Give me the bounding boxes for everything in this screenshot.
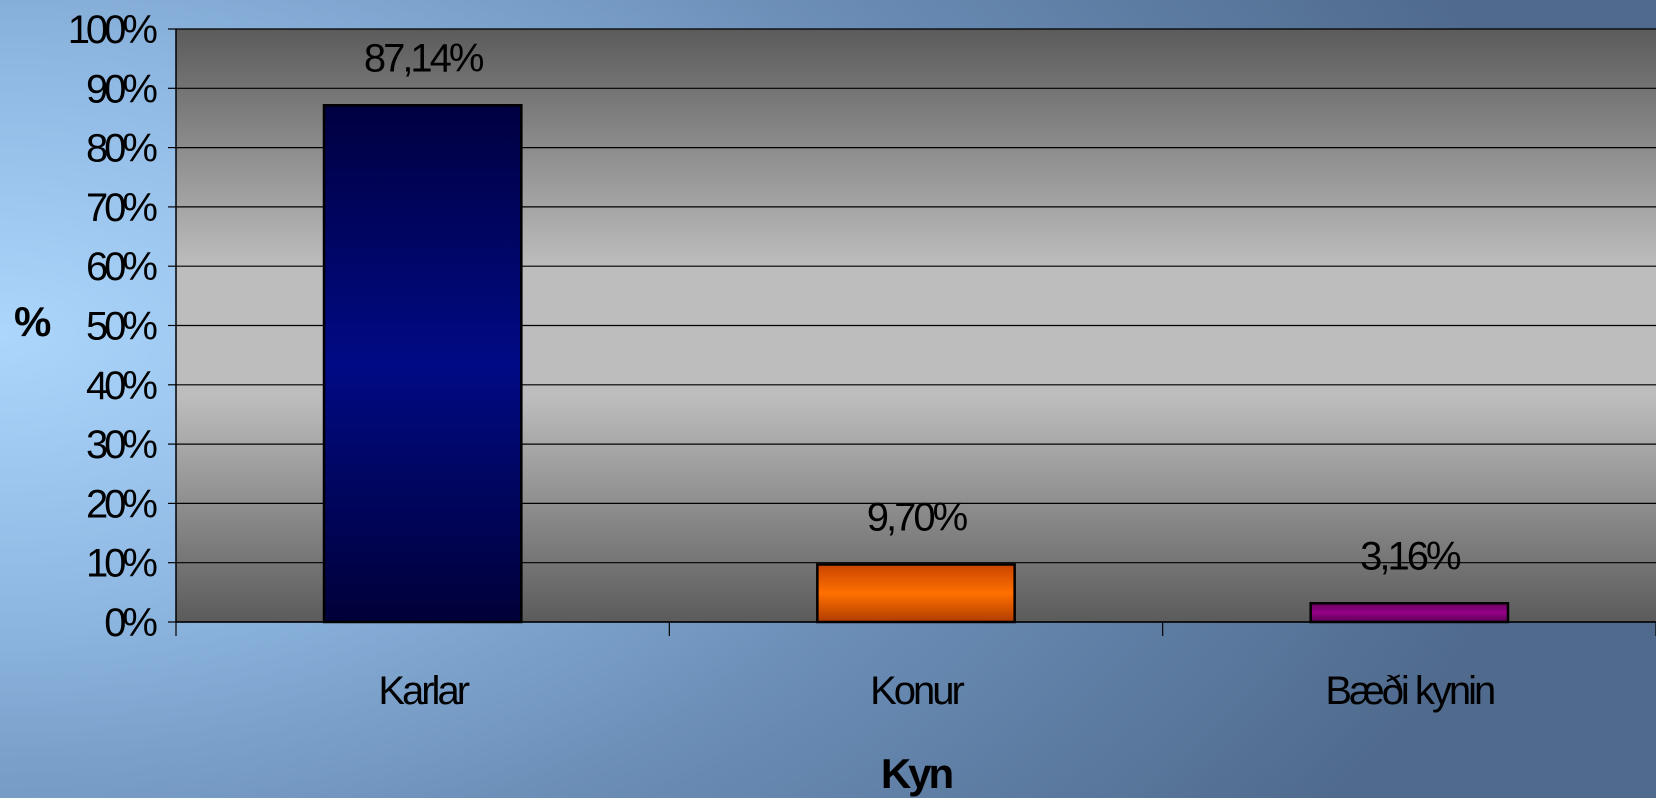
data-label: 87,14%	[364, 36, 484, 80]
y-tick-label: 10%	[86, 542, 157, 586]
y-axis: 0% 10% 20% 30% 40% 50% 60% 70% 80% 90% 100%	[68, 8, 177, 645]
x-tick-label: Karlar	[378, 669, 469, 713]
bar	[816, 563, 1016, 624]
y-tick-label: 100%	[68, 8, 158, 52]
y-tick-label: 70%	[86, 186, 157, 230]
data-label: 9,70%	[867, 495, 968, 539]
y-tick-label: 30%	[86, 423, 157, 467]
y-tick-label: 90%	[86, 67, 157, 111]
x-axis: Karlar Konur Bæði kynin	[175, 621, 1656, 713]
y-tick-label: 50%	[86, 305, 157, 349]
x-axis-title: Kyn	[881, 750, 953, 797]
x-tick-label: Bæði kynin	[1325, 669, 1494, 713]
y-tick-label: 80%	[86, 127, 157, 171]
x-tick-label: Konur	[870, 669, 964, 713]
y-tick-label: 60%	[86, 245, 157, 289]
y-tick-label: 0%	[104, 601, 157, 645]
bar	[1309, 602, 1510, 624]
bars: 87,14% 9,70% 3,16%	[322, 36, 1510, 624]
y-tick-label: 40%	[86, 364, 157, 408]
y-tick-label: 20%	[86, 482, 157, 526]
bar	[322, 104, 523, 624]
y-axis-title: %	[14, 298, 51, 345]
data-label: 3,16%	[1360, 534, 1461, 578]
